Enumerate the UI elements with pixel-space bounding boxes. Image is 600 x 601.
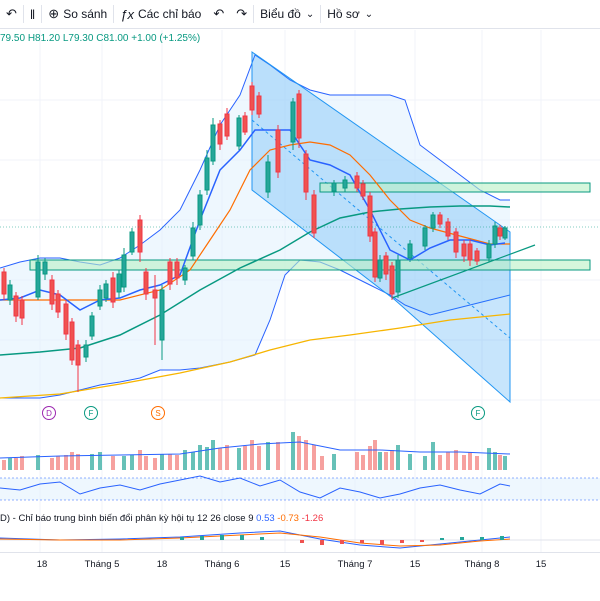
volume-bars [2, 432, 507, 470]
ma-orange [0, 141, 510, 301]
event-marker-financials[interactable]: F [84, 406, 98, 420]
event-marker-financials[interactable]: F [471, 406, 485, 420]
histogram-value: -1.26 [301, 513, 324, 524]
chart-type-button[interactable]: ǁ [24, 0, 41, 28]
macd-legend-title: D) - Chỉ báo trung bình biến đổi phân kỳ… [0, 513, 254, 524]
bollinger-lower [0, 259, 511, 399]
undo-button[interactable]: ↶ [207, 0, 230, 28]
ma-blue [0, 129, 506, 311]
oscillator-band [0, 478, 600, 500]
indicators-button[interactable]: ƒx Các chỉ báo [114, 0, 207, 28]
resistance-zone [319, 182, 591, 193]
undo-icon: ↶ [213, 6, 225, 21]
time-tick: 15 [409, 559, 421, 570]
macd-legend[interactable]: D) - Chỉ báo trung bình biến đổi phân kỳ… [0, 513, 323, 524]
chevron-down-icon: ⌄ [364, 8, 374, 20]
time-tick: 18 [36, 559, 48, 570]
divider [320, 5, 322, 23]
indicators-label: Các chỉ báo [137, 7, 202, 21]
ma-green [0, 205, 511, 356]
time-tick: 15 [279, 559, 291, 570]
candles [1, 82, 508, 392]
volume-ma-line [0, 441, 511, 459]
open-value: 79.50 [0, 33, 26, 44]
divider [253, 5, 255, 23]
time-axis[interactable]: 18 Tháng 5 18 Tháng 6 15 Tháng 7 15 Thán… [0, 552, 600, 601]
undo-arrow-icon[interactable]: ↶ [6, 6, 17, 21]
chart-menu-button[interactable]: Biểu đồ ⌄ [254, 0, 320, 28]
macd-signal-line [0, 532, 511, 547]
oscillator-line [0, 475, 511, 499]
chevron-down-icon: ⌄ [305, 8, 315, 20]
channel-midline [251, 119, 511, 339]
high-value: H81.20 [27, 33, 61, 44]
divider [113, 5, 115, 23]
ma-yellow [0, 313, 511, 399]
candles-icon: ǁ [29, 6, 36, 22]
time-tick: Tháng 7 [337, 559, 373, 570]
price-chart[interactable] [0, 30, 600, 552]
redo-icon: ↷ [236, 6, 248, 21]
chart-menu-label: Biểu đồ [260, 7, 301, 21]
profile-menu-button[interactable]: Hồ sơ ⌄ [321, 0, 379, 28]
time-tick: Tháng 8 [464, 559, 500, 570]
signal-value: -0.73 [277, 513, 299, 524]
compare-button[interactable]: ⊕ So sánh [42, 0, 113, 28]
fx-icon: ƒx [120, 6, 134, 22]
profile-menu-label: Hồ sơ [327, 7, 360, 21]
compare-label: So sánh [63, 7, 108, 21]
trend-line [391, 244, 536, 299]
macd-value: 0.53 [256, 513, 275, 524]
event-marker-dividend[interactable]: D [42, 406, 56, 420]
plus-circle-icon: ⊕ [48, 6, 60, 21]
change-value: +1.00 (+1.25%) [131, 33, 201, 44]
low-value: L79.30 [62, 33, 94, 44]
bollinger-band-fill [0, 55, 510, 398]
time-tick: 15 [535, 559, 547, 570]
top-toolbar: ↶ ǁ ⊕ So sánh ƒx Các chỉ báo ↶ ↷ Biểu đồ… [0, 0, 600, 29]
close-value: C81.00 [96, 33, 129, 44]
redo-button[interactable]: ↷ [230, 0, 253, 28]
support-zone [29, 259, 591, 271]
ohlc-readout: 79.50 H81.20 L79.30 C81.00 +1.00 (+1.25%… [0, 33, 200, 44]
event-marker-split[interactable]: S [151, 406, 165, 420]
macd-histogram [180, 535, 504, 545]
divider [22, 5, 24, 23]
time-tick: 18 [156, 559, 168, 570]
time-tick: Tháng 6 [204, 559, 240, 570]
divider [41, 5, 43, 23]
time-tick: Tháng 5 [84, 559, 120, 570]
